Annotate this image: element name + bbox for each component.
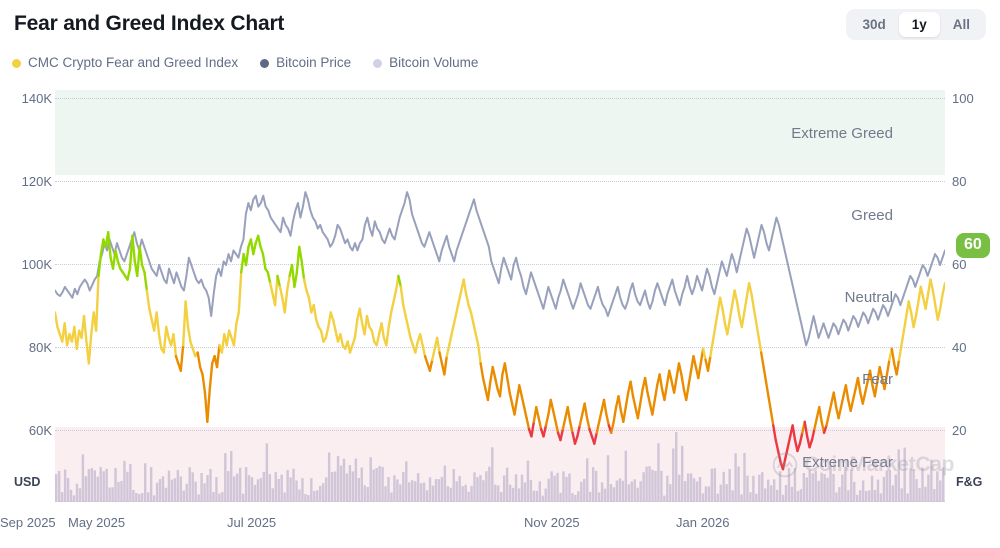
- y-axis-left-unit: USD: [14, 475, 41, 489]
- bitcoin-volume-bars: [55, 432, 945, 502]
- legend-dot-icon: [12, 58, 21, 68]
- y-axis-right-tick-80: 80: [952, 174, 967, 189]
- y-axis-right-tick-20: 20: [952, 423, 967, 438]
- y-axis-right-tick-40: 40: [952, 340, 967, 355]
- legend-label: CMC Crypto Fear and Greed Index: [28, 55, 239, 70]
- legend-item-bitcoin-volume[interactable]: Bitcoin Volume: [373, 56, 478, 70]
- y-axis-right-tick-100: 100: [952, 91, 974, 106]
- range-button-30d[interactable]: 30d: [849, 12, 898, 37]
- zone-label-extreme-fear: Extreme Fear: [802, 454, 893, 471]
- y-axis-left-tick-100k: 100K: [21, 257, 52, 272]
- zone-label-extreme-greed: Extreme Greed: [791, 125, 893, 142]
- legend-dot-icon: [260, 58, 270, 68]
- legend-label: Bitcoin Price: [276, 55, 352, 70]
- range-button-all[interactable]: All: [940, 12, 983, 37]
- time-range-selector[interactable]: 30d 1y All: [846, 9, 986, 40]
- zone-band-extreme-greed: [55, 90, 945, 175]
- plot-area[interactable]: Extreme Greed Greed Neutral Fear Extreme…: [55, 90, 954, 502]
- gridline-40: [55, 347, 945, 348]
- y-axis-left-tick-80k: 80K: [28, 340, 52, 355]
- legend-item-fear-greed[interactable]: CMC Crypto Fear and Greed Index: [12, 56, 238, 70]
- gridline-60: [55, 264, 945, 265]
- current-value-badge: 60: [956, 233, 990, 258]
- gridline-100: [55, 98, 945, 99]
- gridline-20: [55, 430, 945, 431]
- y-axis-right-tick-60: 60: [952, 257, 967, 272]
- y-axis-right-unit: F&G: [956, 475, 983, 489]
- chart-legend: CMC Crypto Fear and Greed Index Bitcoin …: [12, 56, 478, 70]
- x-axis-tick-sep-2025: Sep 2025: [0, 515, 56, 530]
- legend-item-bitcoin-price[interactable]: Bitcoin Price: [260, 56, 351, 70]
- x-axis-tick-jan-2026: Jan 2026: [676, 515, 730, 530]
- page-title: Fear and Greed Index Chart: [14, 12, 285, 35]
- gridline-80: [55, 181, 945, 182]
- x-axis-tick-jul-2025: Jul 2025: [227, 515, 277, 530]
- x-axis-tick-nov-2025: Nov 2025: [524, 515, 580, 530]
- range-button-1y[interactable]: 1y: [898, 12, 940, 37]
- y-axis-left-tick-140k: 140K: [21, 91, 52, 106]
- legend-dot-icon: [373, 58, 383, 68]
- x-axis-tick-may-2025: May 2025: [68, 515, 126, 530]
- y-axis-left-tick-120k: 120K: [21, 174, 52, 189]
- y-axis-left-tick-60k: 60K: [28, 423, 52, 438]
- chart-header: Fear and Greed Index Chart 30d 1y All: [0, 0, 1000, 46]
- zone-label-neutral: Neutral: [844, 289, 893, 306]
- legend-label: Bitcoin Volume: [389, 55, 479, 70]
- zone-label-greed: Greed: [851, 207, 893, 224]
- bitcoin-price-line: [55, 191, 945, 347]
- zone-label-fear: Fear: [862, 371, 893, 388]
- fear-greed-index-line: [55, 230, 945, 471]
